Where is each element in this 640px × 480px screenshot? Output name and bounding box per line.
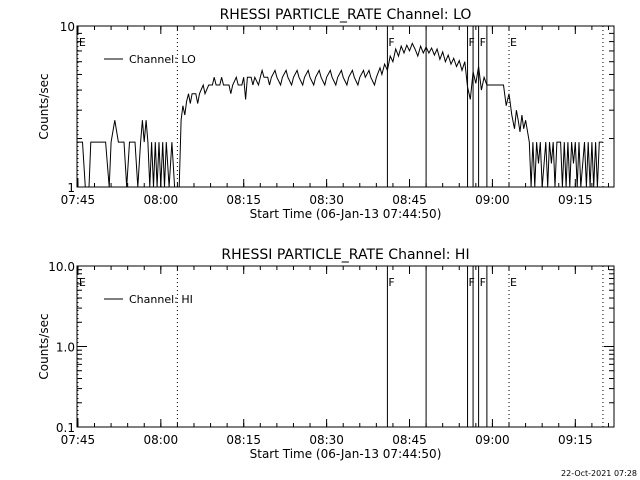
event-marker-label: F <box>480 276 486 289</box>
x-tick-label: 09:15 <box>558 193 593 207</box>
panel-lo: RHESSI PARTICLE_RATE Channel: LO 07:45 08:… <box>37 7 615 221</box>
x-tick-label: 08:30 <box>309 433 344 447</box>
event-marker-label: E <box>510 36 517 49</box>
panel-hi: RHESSI PARTICLE_RATE Channel: HI 07:45 08:… <box>37 247 615 461</box>
event-marker-label: F <box>388 276 394 289</box>
x-axis-label: Start Time (06-Jan-13 07:44:50) <box>250 207 442 221</box>
event-marker-label: E <box>510 276 517 289</box>
x-tick-label: 08:15 <box>226 193 261 207</box>
x-tick-label: 07:45 <box>61 433 96 447</box>
x-tick-label: 08:15 <box>226 433 261 447</box>
plot-frame <box>76 25 615 188</box>
legend-entry: Channel: LO <box>129 53 196 66</box>
timestamp-label: 22-Oct-2021 07:28 <box>561 469 637 478</box>
y-axis-label: Counts/sec <box>37 73 51 139</box>
x-tick-label: 09:00 <box>475 433 510 447</box>
x-tick-label: 07:45 <box>61 193 96 207</box>
event-marker-label: F <box>388 36 394 49</box>
event-marker-label: E <box>79 36 86 49</box>
event-marker-label: F <box>480 36 486 49</box>
series-line <box>77 42 603 188</box>
plot-frame <box>76 265 615 428</box>
x-tick-label: 09:15 <box>558 433 593 447</box>
legend-entry: Channel: HI <box>129 293 193 306</box>
event-marker-label: F <box>469 36 475 49</box>
y-axis-label: Counts/sec <box>37 313 51 379</box>
x-tick-label: 08:45 <box>392 433 427 447</box>
event-marker-label: F <box>469 276 475 289</box>
y-tick-label: 0.1 <box>56 421 75 435</box>
chart-title: RHESSI PARTICLE_RATE Channel: HI <box>221 247 469 263</box>
y-tick-label: 10 <box>60 20 75 34</box>
x-tick-label: 09:00 <box>475 193 510 207</box>
y-tick-label: 1 <box>67 181 75 195</box>
event-marker-label: E <box>79 276 86 289</box>
x-axis-label: Start Time (06-Jan-13 07:44:50) <box>250 447 442 461</box>
x-tick-label: 08:45 <box>392 193 427 207</box>
x-tick-label: 08:30 <box>309 193 344 207</box>
x-tick-label: 08:00 <box>144 433 179 447</box>
chart-title: RHESSI PARTICLE_RATE Channel: LO <box>220 7 472 23</box>
x-tick-label: 08:00 <box>144 193 179 207</box>
y-tick-label: 10.0 <box>48 260 75 274</box>
y-tick-label: 1.0 <box>56 341 75 355</box>
